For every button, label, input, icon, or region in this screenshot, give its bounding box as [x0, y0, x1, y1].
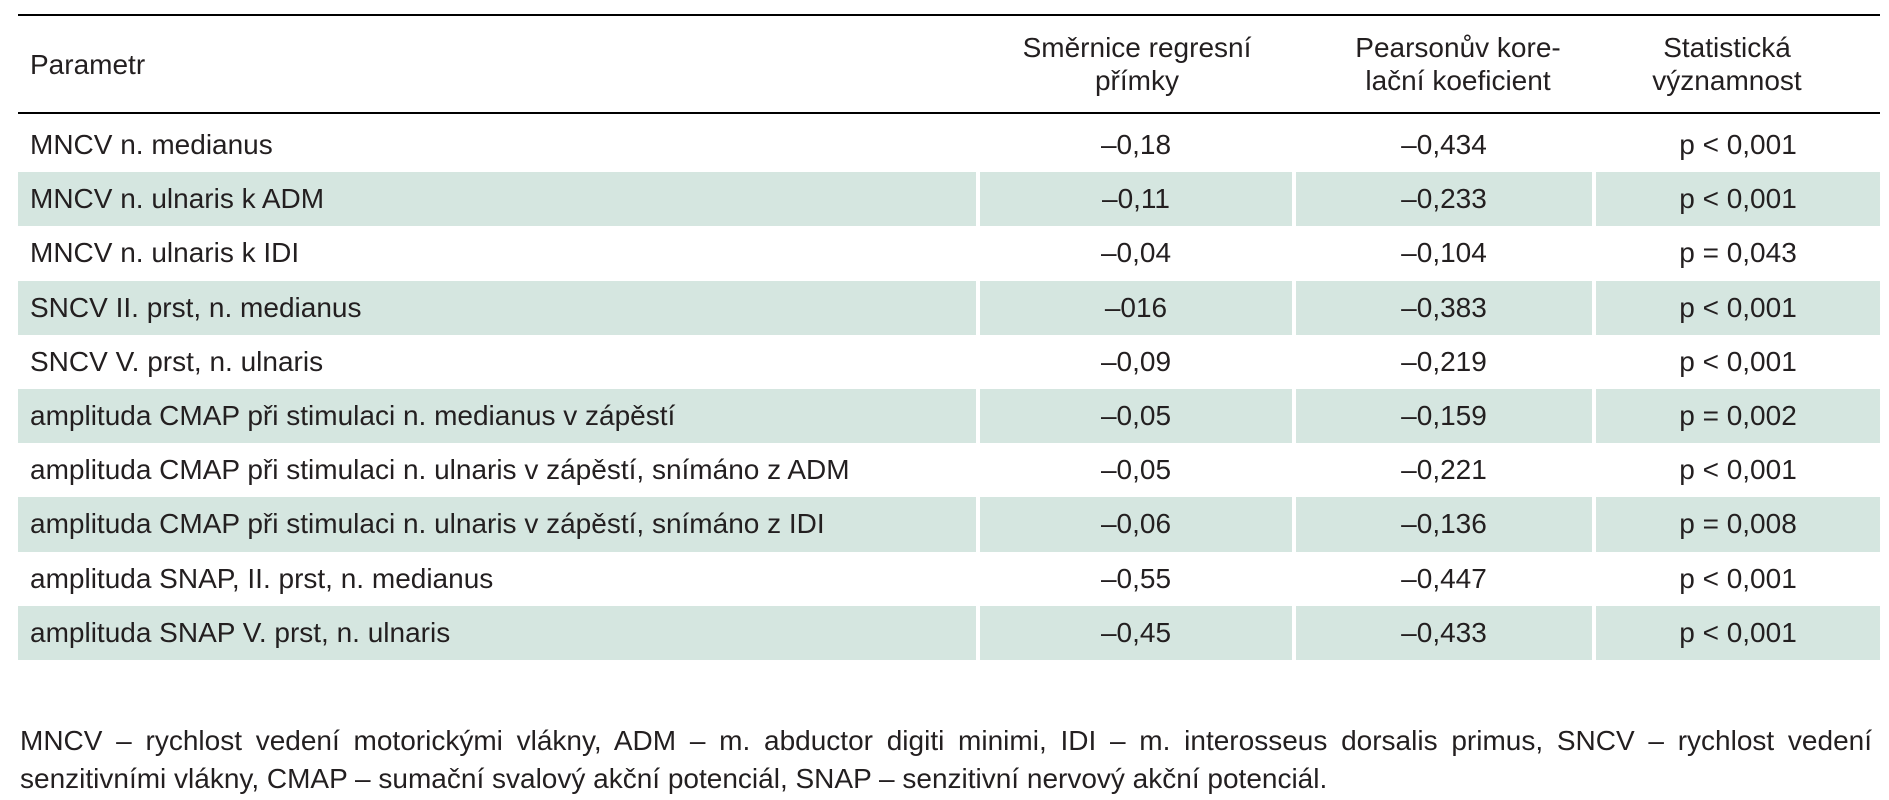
cell-pearson: –0,447 [1401, 562, 1487, 594]
header-parametr: Parametr [30, 48, 146, 80]
results-table: Parametr Směrnice regresní přímky Pearso… [18, 14, 1880, 660]
table-row: amplituda CMAP při stimulaci n. medianus… [18, 388, 1880, 444]
cell-vyznamnost: p < 0,001 [1596, 172, 1880, 227]
cell-parametr: amplituda CMAP při stimulaci n. ulnaris … [30, 454, 850, 486]
cell-vyznamnost: p = 0,008 [1596, 497, 1880, 552]
cell-smernice: –0,45 [980, 605, 1292, 660]
cell-parametr: amplituda CMAP při stimulaci n. ulnaris … [18, 497, 976, 552]
cell-vyznamnost: p < 0,001 [1596, 605, 1880, 660]
cell-pearson: –0,433 [1296, 605, 1592, 660]
table-row: MNCV n. ulnaris k IDI –0,04 –0,104 p = 0… [18, 226, 1880, 280]
header-smernice: Směrnice regresní přímky [1022, 32, 1252, 96]
cell-parametr: MNCV n. ulnaris k IDI [30, 237, 300, 269]
cell-smernice: –0,18 [1100, 129, 1172, 161]
header-vyznamnost: Statistická významnost [1652, 32, 1802, 96]
cell-pearson: –0,434 [1401, 129, 1487, 161]
cell-smernice: –0,06 [980, 497, 1292, 552]
table-footnote: MNCV – rychlost vedení motorickými vlákn… [20, 725, 1872, 794]
cell-smernice: –016 [980, 280, 1292, 335]
cell-parametr: SNCV II. prst, n. medianus [18, 280, 976, 335]
cell-pearson: –0,221 [1401, 454, 1487, 486]
cell-parametr: amplituda CMAP při stimulaci n. medianus… [18, 388, 976, 444]
cell-pearson: –0,219 [1401, 345, 1487, 377]
table-row: amplituda SNAP, II. prst, n. medianus –0… [18, 552, 1880, 606]
cell-pearson: –0,104 [1401, 237, 1487, 269]
cell-vyznamnost: p < 0,001 [1679, 345, 1797, 377]
cell-smernice: –0,04 [1100, 237, 1172, 269]
cell-pearson: –0,159 [1296, 388, 1592, 444]
cell-parametr: amplituda SNAP, II. prst, n. medianus [30, 562, 494, 594]
cell-parametr: MNCV n. ulnaris k ADM [18, 172, 976, 227]
table-row: MNCV n. ulnaris k ADM –0,11 –0,233 p < 0… [18, 172, 1880, 227]
table-row: amplituda CMAP při stimulaci n. ulnaris … [18, 497, 1880, 552]
cell-smernice: –0,55 [1100, 562, 1172, 594]
cell-parametr: SNCV V. prst, n. ulnaris [30, 345, 324, 377]
table-body: MNCV n. medianus –0,18 –0,434 p < 0,001 … [18, 118, 1880, 660]
cell-pearson: –0,383 [1296, 280, 1592, 335]
cell-vyznamnost: p < 0,001 [1679, 129, 1797, 161]
cell-smernice: –0,05 [1100, 454, 1172, 486]
cell-vyznamnost: p < 0,001 [1679, 454, 1797, 486]
table-row: amplituda SNAP V. prst, n. ulnaris –0,45… [18, 605, 1880, 660]
cell-vyznamnost: p = 0,002 [1596, 388, 1880, 444]
header-pearson: Pearsonův kore- lační koeficient [1355, 32, 1561, 96]
cell-vyznamnost: p < 0,001 [1596, 280, 1880, 335]
cell-parametr: MNCV n. medianus [30, 129, 273, 161]
table-header: Parametr Směrnice regresní přímky Pearso… [18, 14, 1880, 114]
cell-smernice: –0,05 [980, 388, 1292, 444]
cell-vyznamnost: p = 0,043 [1679, 237, 1797, 269]
cell-smernice: –0,09 [1100, 345, 1172, 377]
cell-pearson: –0,233 [1296, 172, 1592, 227]
table-row: SNCV II. prst, n. medianus –016 –0,383 p… [18, 280, 1880, 335]
cell-smernice: –0,11 [980, 172, 1292, 227]
cell-vyznamnost: p < 0,001 [1679, 562, 1797, 594]
table-row: amplituda CMAP při stimulaci n. ulnaris … [18, 443, 1880, 497]
table-row: SNCV V. prst, n. ulnaris –0,09 –0,219 p … [18, 335, 1880, 389]
cell-pearson: –0,136 [1296, 497, 1592, 552]
cell-parametr: amplituda SNAP V. prst, n. ulnaris [18, 605, 976, 660]
table-row: MNCV n. medianus –0,18 –0,434 p < 0,001 [18, 118, 1880, 172]
